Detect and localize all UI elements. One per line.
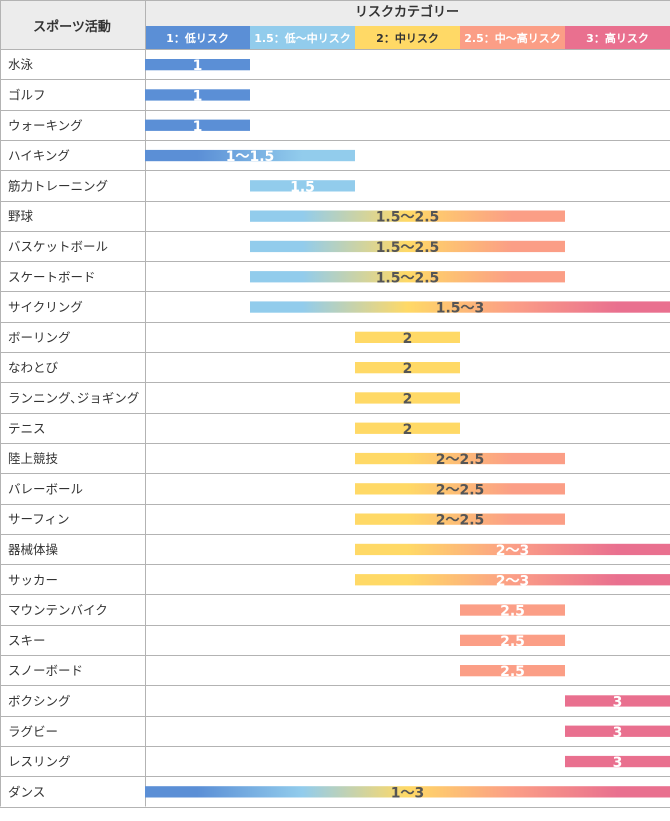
activity-label: テニス [8, 421, 46, 436]
category-label-1: 1：低リスク [166, 31, 229, 45]
risk-bar-label: 3 [613, 755, 623, 771]
risk-bar [460, 665, 565, 677]
risk-bar-label: 3 [613, 694, 623, 710]
risk-bar-label: 2 [403, 331, 413, 347]
activity-label: サッカー [8, 572, 58, 587]
risk-bar [145, 89, 250, 101]
activity-label: バスケットボール [8, 239, 108, 254]
risk-bar [355, 574, 670, 586]
risk-category-title: リスクカテゴリー [355, 4, 459, 20]
activity-label: なわとび [8, 360, 59, 375]
risk-bar [355, 331, 460, 343]
category-cell-4 [460, 26, 565, 49]
activity-label: スケートボード [8, 269, 96, 284]
risk-bar [460, 634, 565, 646]
risk-bar-label: 1 [193, 88, 203, 104]
risk-bar [145, 119, 250, 131]
risk-bar-label: 2 [403, 391, 413, 407]
activity-labels: 水泳ゴルフウォーキングハイキング筋力トレーニング野球バスケットボールスケートボー… [8, 57, 139, 799]
category-label-3: 2：中リスク [376, 31, 439, 45]
risk-bar-label: 2.5 [500, 634, 525, 650]
category-cell-5 [565, 26, 670, 49]
activity-label: 陸上競技 [8, 451, 59, 466]
risk-bar [250, 271, 565, 283]
risk-bar [250, 301, 670, 313]
category-cell-1 [145, 26, 250, 49]
risk-bar-label: 1～1.5 [226, 149, 275, 165]
activity-label: ダンス [8, 784, 45, 799]
risk-bar [565, 755, 670, 768]
activity-label: ラグビー [8, 724, 58, 739]
risk-bar-label: 1 [193, 119, 203, 135]
category-label-5: 3：高リスク [586, 31, 649, 45]
risk-bar [145, 149, 355, 162]
risk-bar [565, 695, 670, 707]
activity-label: スキー [8, 633, 46, 648]
risk-bar [145, 786, 670, 798]
risk-bar-label: 2～2.5 [436, 513, 485, 529]
activity-label: ランニング､ジョギング [8, 390, 139, 405]
category-header-row: 1：低リスク 1.5：低～中リスク 2：中リスク 2.5：中～高リスク 3：高リスク [145, 26, 670, 49]
risk-bar [355, 483, 565, 495]
risk-bar-label: 1 [193, 58, 203, 74]
activity-label: ハイキング [8, 148, 70, 163]
risk-bar-label: 2～3 [496, 543, 529, 559]
risk-bar-label: 2 [403, 422, 413, 438]
activity-label: 水泳 [8, 57, 34, 72]
activity-label: 野球 [8, 209, 34, 224]
risk-bar-label: 2～3 [496, 573, 529, 589]
activity-label: サーフィン [8, 512, 70, 527]
risk-bar [250, 240, 565, 253]
risk-bar-label: 3 [613, 725, 623, 741]
risk-bar [250, 210, 565, 222]
activity-label: マウンテンバイク [8, 603, 108, 618]
category-cell-3 [355, 26, 460, 49]
risk-bar [355, 362, 460, 374]
category-label-2: 1.5：低～中リスク [254, 31, 351, 45]
risk-bar [355, 513, 565, 525]
risk-bar-label: 1.5 [290, 179, 315, 195]
risk-bar-label: 2～2.5 [436, 482, 485, 498]
activity-label: 器械体操 [8, 542, 59, 557]
risk-bar-label: 1.5～3 [436, 301, 485, 317]
risk-bar-label: 1.5～2.5 [376, 210, 440, 226]
risk-bar [355, 422, 460, 434]
risk-bar [565, 725, 670, 737]
risk-bar-label: 1～3 [391, 785, 424, 801]
risk-bar-label: 2 [403, 361, 413, 377]
risk-bar [145, 59, 250, 71]
risk-bar-label: 2.5 [500, 664, 525, 680]
activity-label: スノーボード [8, 663, 83, 678]
risk-bar [250, 180, 355, 192]
risk-bar-label: 1.5～2.5 [376, 240, 440, 256]
risk-bar [355, 543, 670, 556]
risk-bar [460, 604, 565, 616]
activity-label: サイクリング [8, 300, 83, 315]
risk-bar [355, 392, 460, 404]
activity-label: 筋力トレーニング [8, 178, 108, 193]
risk-bars: 1 1 1 1～1.5 1.5 1.5～2.5 1.5～2.5 1.5～2.5 1.5～3 2 2 2… [145, 58, 670, 801]
risk-bar-label: 2.5 [500, 604, 525, 620]
risk-bar-label: 1.5～2.5 [376, 270, 440, 286]
activity-label: バレーボール [8, 481, 83, 496]
activity-label: ゴルフ [8, 87, 46, 102]
risk-bar-label: 2～2.5 [436, 452, 485, 468]
risk-bar [355, 452, 565, 465]
category-cell-2 [250, 26, 355, 49]
activity-label: ボーリング [8, 330, 71, 345]
activity-label: レスリング [8, 754, 71, 769]
activity-column-header: スポーツ活動 [33, 19, 111, 35]
category-label-4: 2.5：中～高リスク [464, 31, 561, 45]
activity-label: ボクシング [8, 693, 71, 708]
activity-label: ウォーキング [8, 118, 83, 133]
